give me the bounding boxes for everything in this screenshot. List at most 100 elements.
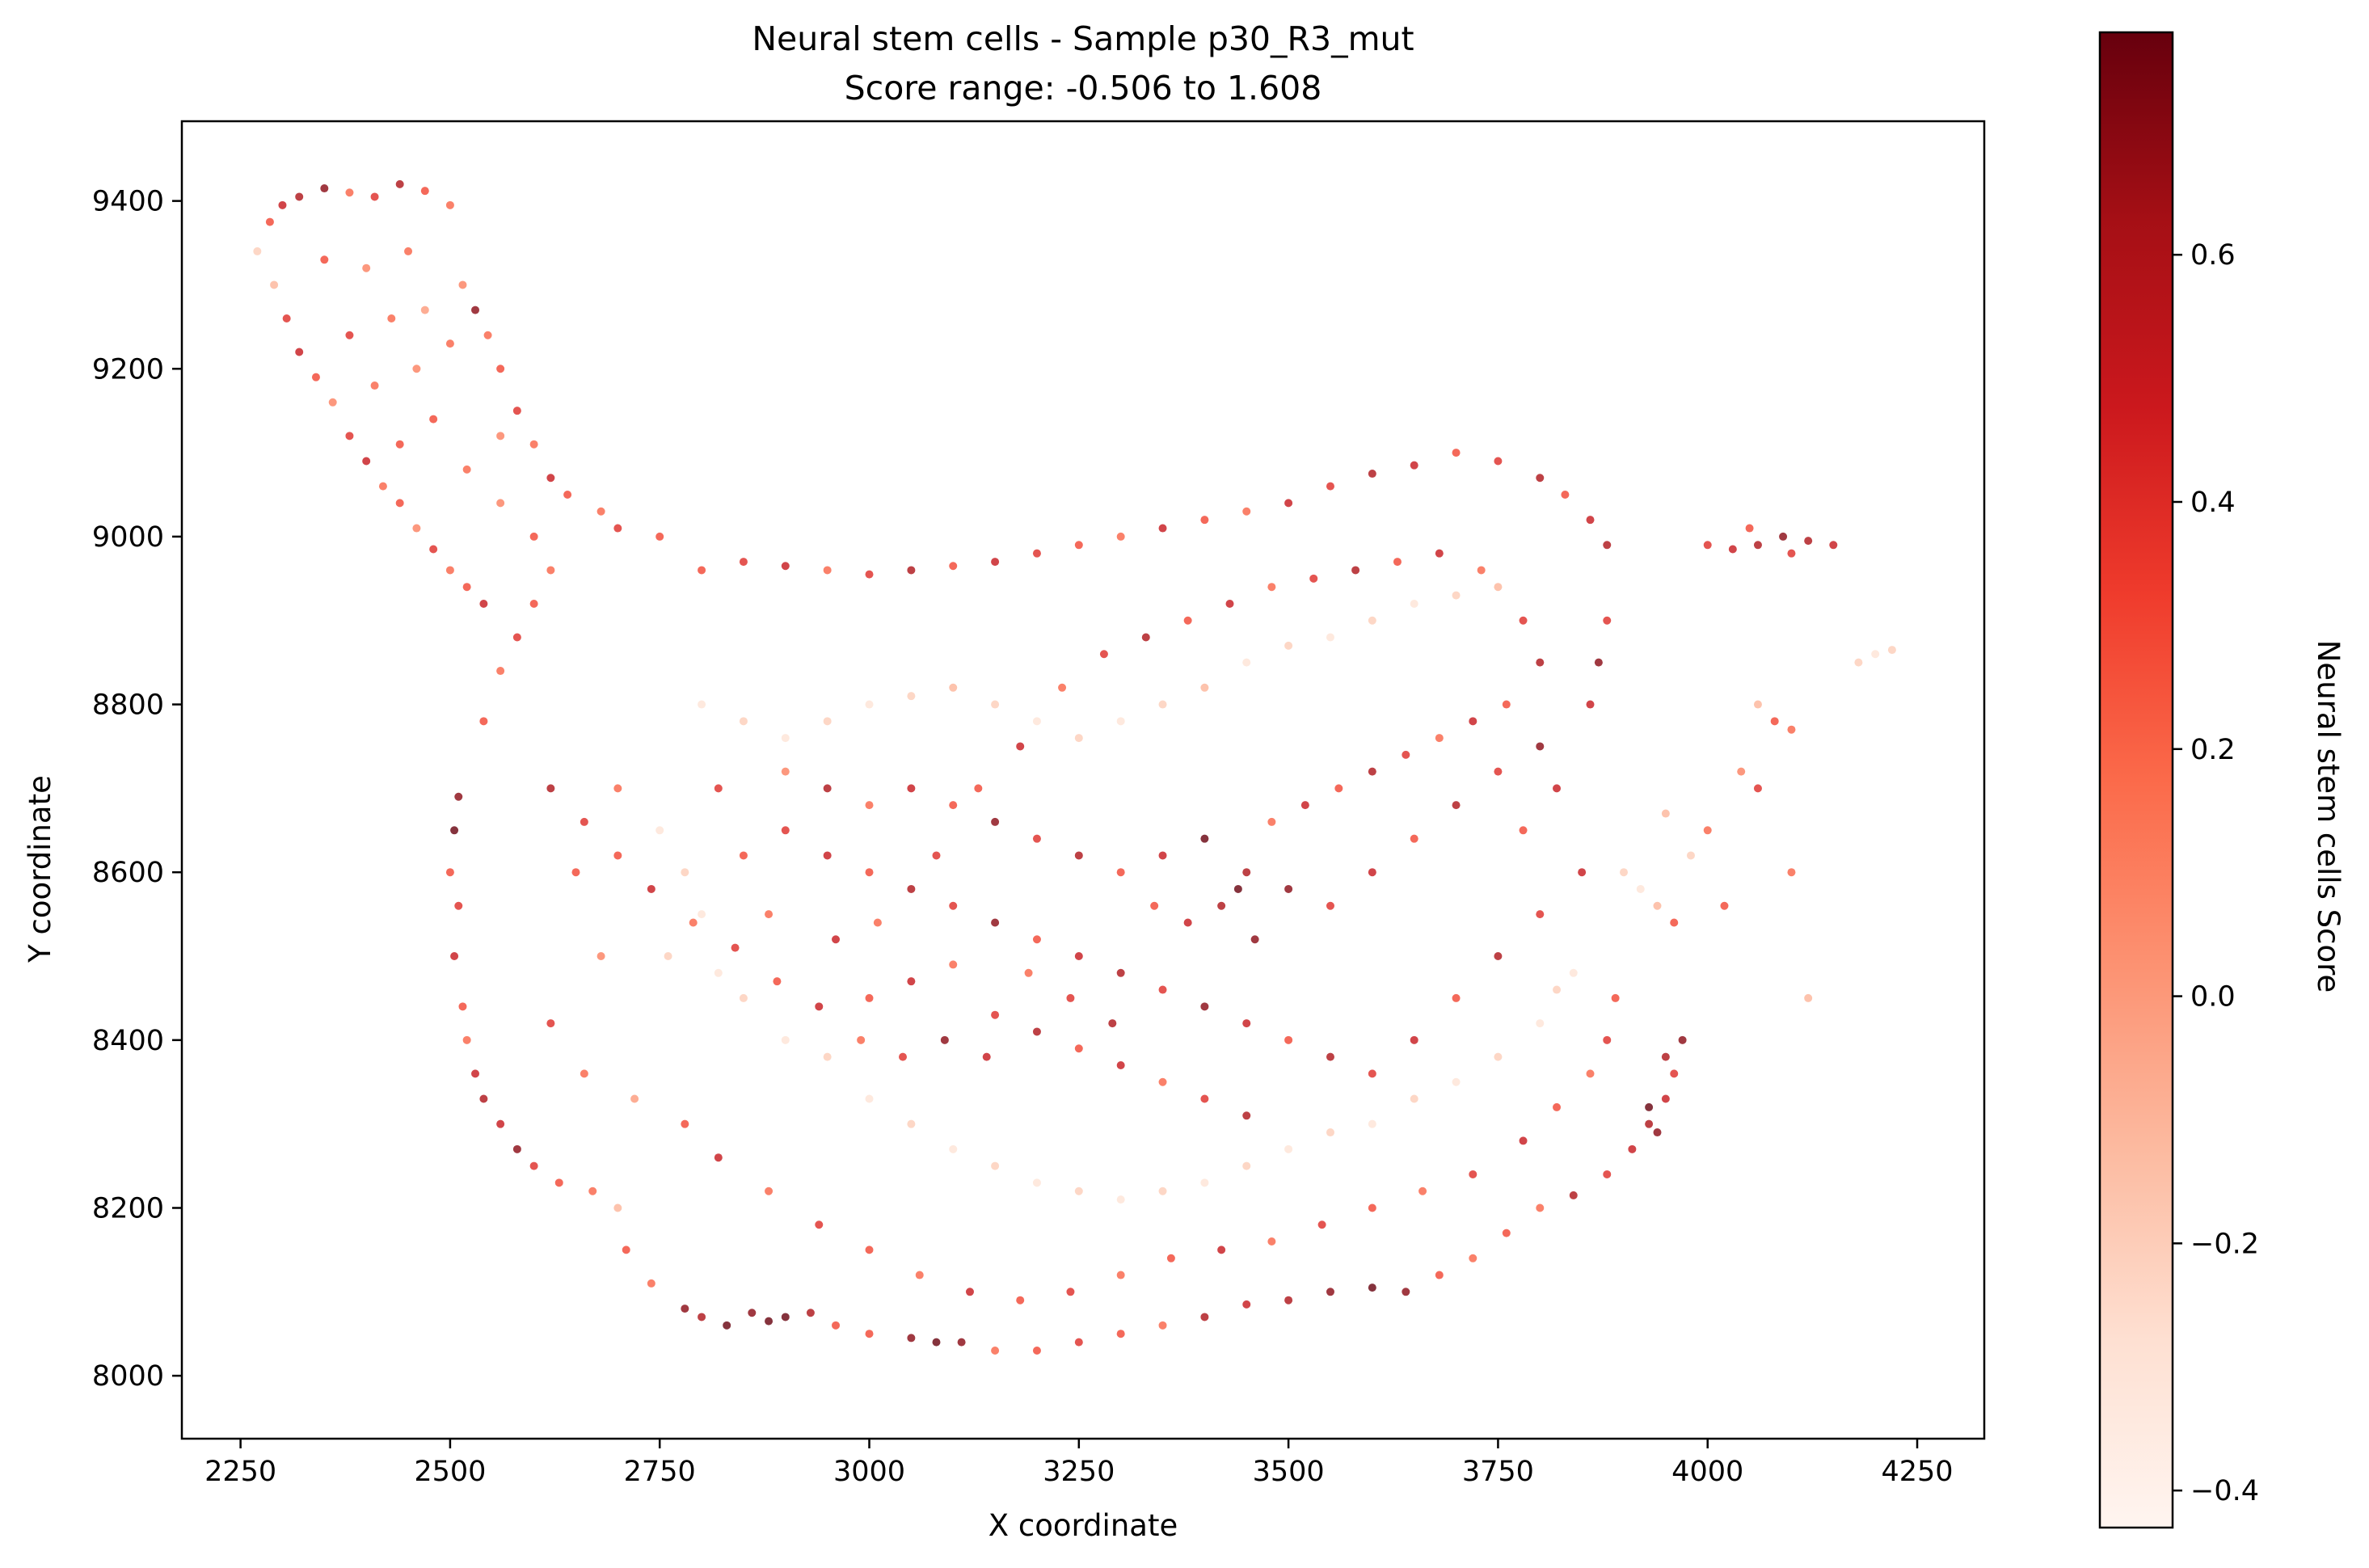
data-point xyxy=(1653,901,1662,910)
data-point xyxy=(1200,1002,1209,1011)
data-point xyxy=(462,583,471,592)
data-point xyxy=(450,826,459,835)
data-point xyxy=(1410,1035,1418,1044)
data-point xyxy=(278,200,287,209)
data-point xyxy=(1250,935,1259,944)
y-tick-label: 8200 xyxy=(92,1192,164,1224)
data-point xyxy=(580,1069,588,1078)
data-point xyxy=(655,826,664,835)
data-point xyxy=(563,491,572,499)
data-point xyxy=(823,717,832,726)
data-point xyxy=(723,1321,731,1330)
data-point xyxy=(1242,868,1251,877)
data-point xyxy=(311,373,320,381)
data-point xyxy=(395,499,404,508)
data-point xyxy=(1536,1019,1545,1028)
data-point xyxy=(1141,633,1150,642)
colorbar-ticks: −0.4 −0.2 0.0 0.2 0.4 0.6 xyxy=(2173,239,2259,1507)
x-tick-label: 2750 xyxy=(624,1456,696,1488)
data-point xyxy=(458,1002,467,1011)
data-point xyxy=(1074,1044,1083,1053)
data-point xyxy=(1016,742,1025,751)
data-point xyxy=(1032,1027,1041,1036)
data-point xyxy=(270,280,279,289)
y-tick-label: 9200 xyxy=(92,353,164,386)
data-point xyxy=(1099,650,1108,659)
x-tick-label: 2500 xyxy=(414,1456,486,1488)
data-point xyxy=(1158,524,1167,533)
data-point xyxy=(949,562,958,571)
data-point xyxy=(1032,1346,1041,1355)
data-point xyxy=(1502,700,1511,709)
data-point xyxy=(1569,968,1578,977)
data-point xyxy=(1368,767,1376,776)
data-point xyxy=(698,1313,706,1321)
data-point xyxy=(1720,901,1729,910)
data-point xyxy=(1469,1170,1477,1178)
data-point xyxy=(1183,918,1192,927)
data-point xyxy=(1578,868,1587,877)
data-point xyxy=(991,817,1000,826)
data-point xyxy=(596,507,605,516)
data-point xyxy=(1116,868,1125,877)
data-point xyxy=(1108,1019,1117,1028)
data-point xyxy=(815,1220,824,1229)
data-point xyxy=(458,280,467,289)
data-point xyxy=(320,255,329,264)
data-point xyxy=(1368,1283,1376,1292)
data-point xyxy=(1435,734,1444,743)
data-point xyxy=(1242,507,1251,516)
data-point xyxy=(1074,541,1083,550)
y-tick-label: 9400 xyxy=(92,186,164,218)
data-point xyxy=(462,1035,471,1044)
data-point xyxy=(496,365,505,373)
data-point xyxy=(1603,541,1612,550)
data-point xyxy=(647,884,655,893)
data-point xyxy=(1494,583,1503,592)
data-point xyxy=(1200,1094,1209,1103)
data-point xyxy=(1242,658,1251,667)
data-point xyxy=(1200,683,1209,692)
x-tick-label: 4000 xyxy=(1671,1456,1743,1488)
data-point xyxy=(496,1119,505,1128)
data-point xyxy=(865,1246,874,1254)
data-point xyxy=(899,1052,907,1061)
data-point xyxy=(1536,474,1545,483)
x-tick-label: 3000 xyxy=(833,1456,905,1488)
data-point xyxy=(1284,641,1293,650)
colorbar-tick-label: 0.2 xyxy=(2190,734,2236,766)
data-point xyxy=(1368,1203,1376,1212)
data-point xyxy=(1645,1119,1654,1128)
data-point xyxy=(823,1052,832,1061)
data-point xyxy=(471,1069,480,1078)
data-point xyxy=(1326,482,1334,491)
data-point xyxy=(865,570,874,579)
data-point xyxy=(1217,901,1226,910)
y-tick-label: 8400 xyxy=(92,1025,164,1057)
x-axis-label: X coordinate xyxy=(988,1508,1178,1543)
data-point xyxy=(282,314,291,322)
data-point xyxy=(1804,993,1813,1002)
data-point xyxy=(512,633,521,642)
data-point xyxy=(865,1330,874,1338)
data-point xyxy=(1753,784,1762,793)
data-point xyxy=(471,306,480,314)
data-point xyxy=(1242,1019,1251,1028)
scatter-points xyxy=(253,179,1896,1355)
plot-frame xyxy=(180,120,1986,1440)
data-point xyxy=(1024,968,1033,977)
data-point xyxy=(1351,566,1360,575)
data-point xyxy=(1158,985,1167,994)
data-point xyxy=(781,1313,790,1321)
data-point xyxy=(949,1144,958,1153)
data-point xyxy=(940,1035,949,1044)
data-point xyxy=(1678,1035,1687,1044)
data-point xyxy=(1494,457,1503,466)
data-point xyxy=(714,1153,723,1162)
data-point xyxy=(681,868,689,877)
data-point xyxy=(1074,734,1083,743)
data-point xyxy=(395,440,404,449)
data-point xyxy=(739,717,748,726)
data-point xyxy=(1284,1144,1293,1153)
data-point xyxy=(1166,1254,1175,1262)
